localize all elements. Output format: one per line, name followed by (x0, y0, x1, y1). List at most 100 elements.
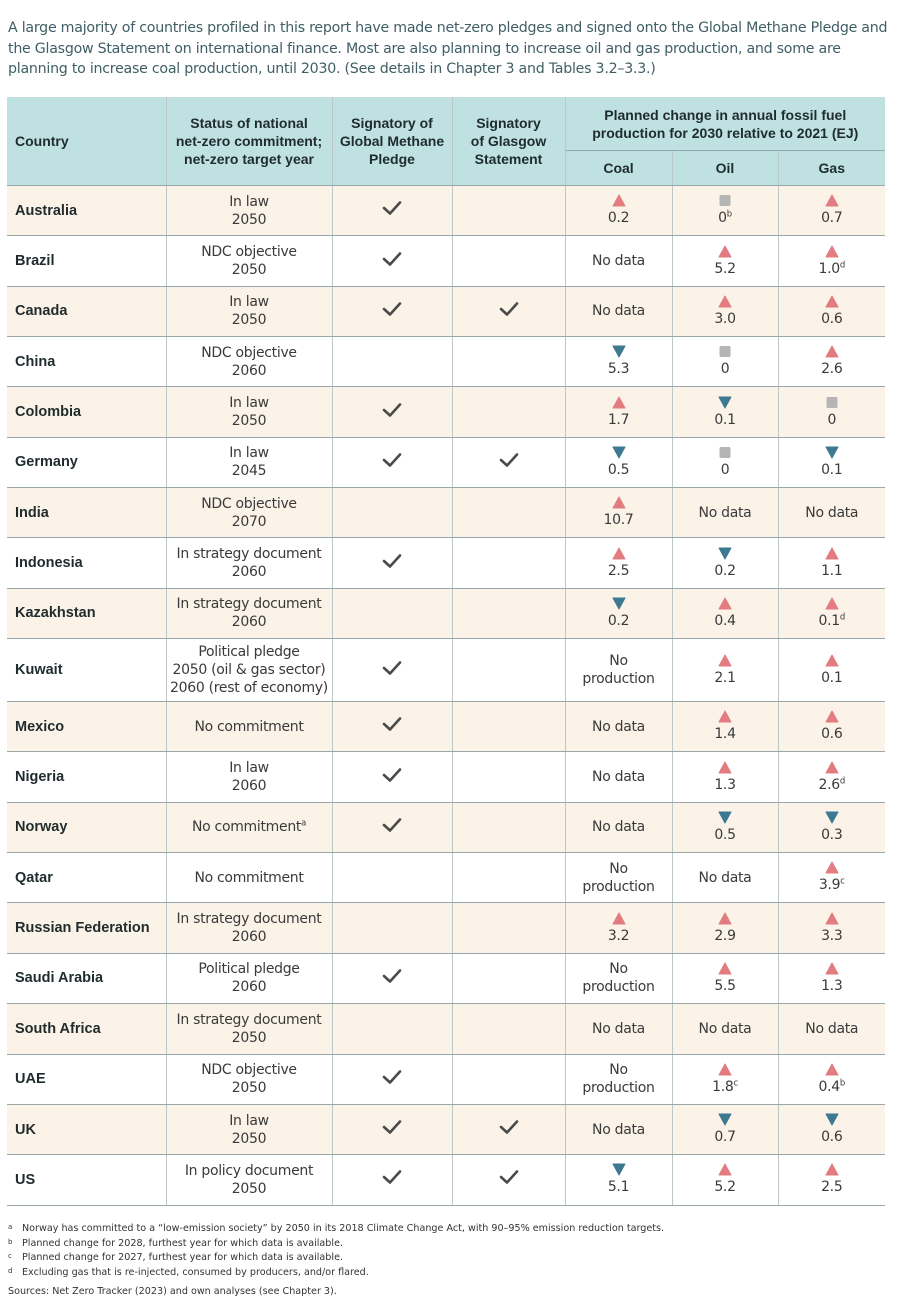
table-row: Canada In law 2050 No data 3.0 0.6 (7, 286, 886, 338)
gas-cell: 0.6 (778, 286, 886, 338)
status-line: 2060 (231, 929, 267, 946)
coal-cell: 0.2 (565, 185, 673, 237)
status-line: 2060 (231, 778, 267, 795)
oil-cell: 0 (672, 437, 779, 489)
gas-value: 2.6 (779, 360, 886, 378)
header-oil: Oil (672, 150, 779, 186)
table-row: Saudi Arabia Political pledge 2060 No produ… (7, 953, 886, 1005)
checkmark-icon (382, 201, 402, 215)
sources-note: Sources: Net Zero Tracker (2023) and own… (8, 1286, 337, 1297)
value-text: 0.6 (821, 310, 843, 327)
coal-value: 3.2 (566, 927, 672, 945)
country-cell: Brazil (7, 235, 167, 287)
oil-value: 0.5 (673, 826, 778, 844)
country-cell: Indonesia (7, 537, 167, 589)
footnote-text: Norway has committed to a “low-emission … (22, 1223, 665, 1234)
value-text: 0.2 (714, 562, 736, 579)
status-line: No commitment (194, 869, 304, 886)
status-line: In strategy document (176, 596, 322, 613)
value-text: 1.1 (821, 562, 843, 579)
decrease-triangle-icon (825, 811, 839, 824)
glasgow-cell (452, 751, 566, 803)
oil-cell: 0.1 (672, 386, 779, 438)
status-cell: In law 2050 (166, 1104, 333, 1156)
methane-cell (332, 638, 453, 703)
value-text: No data (592, 253, 645, 270)
increase-triangle-icon (825, 861, 839, 874)
footnote: a Norway has committed to a “low-emission… (8, 1222, 893, 1237)
oil-value: 0b (673, 209, 778, 227)
increase-triangle-icon (825, 345, 839, 358)
status-line: 2060 (231, 564, 267, 581)
checkmark-icon (499, 1170, 518, 1185)
value-text: 2.6 (821, 361, 843, 378)
coal-cell: No production (565, 953, 673, 1005)
status-line: Political pledge (198, 644, 300, 661)
status-cell: NDC objective 2050 (166, 1054, 333, 1105)
gas-cell: 0.7 (778, 185, 886, 237)
oil-cell: 0.4 (672, 588, 779, 640)
footnote-mark: d (839, 259, 845, 270)
country-cell: US (7, 1154, 167, 1206)
checkmark-icon (382, 818, 402, 832)
methane-cell (332, 701, 453, 753)
value-text: 0.6 (821, 726, 843, 743)
status-line: No commitment (191, 819, 302, 836)
coal-value: 2.5 (566, 562, 672, 580)
checkmark-icon (382, 717, 402, 732)
increase-triangle-icon (718, 1063, 732, 1076)
value-text: 0 (720, 361, 730, 378)
coal-cell: No data (565, 286, 673, 338)
oil-value: 0.4 (673, 612, 778, 630)
checkmark-icon (382, 251, 402, 266)
increase-triangle-icon (718, 912, 732, 925)
status-line: 2050 (231, 211, 267, 228)
country-cell: Russian Federation (7, 902, 167, 954)
value-text: No data (698, 504, 752, 521)
oil-value: 5.2 (673, 1178, 778, 1196)
footnote-list: a Norway has committed to a “low-emission… (8, 1222, 893, 1280)
value-text: 0.5 (714, 826, 736, 843)
value-text: No data (698, 1020, 752, 1037)
table-row: UAE NDC objective 2050 No production 1.8c 0.4… (7, 1054, 886, 1105)
gas-cell: 0.6 (778, 1104, 886, 1156)
status-line: 2050 (231, 1029, 267, 1046)
decrease-triangle-icon (718, 547, 732, 560)
status-line: In strategy document (176, 546, 322, 563)
table-row: Australia In law 2050 0.2 0b 0.7 (7, 185, 886, 237)
country-cell: Nigeria (7, 751, 167, 803)
checkmark-icon (382, 453, 402, 467)
status-line: NDC objective (201, 495, 297, 512)
coal-cell: No data (565, 1003, 673, 1055)
gas-value: 0.7 (779, 209, 886, 227)
gas-cell: 2.5 (778, 1154, 886, 1206)
methane-cell (332, 235, 453, 287)
oil-value: 0 (673, 461, 778, 479)
gas-value: 0.1d (779, 612, 886, 630)
coal-value: 10.7 (566, 511, 672, 529)
status-cell: In strategy document 2050 (166, 1003, 333, 1055)
value-text: 5.1 (607, 1179, 630, 1196)
value-text: No data (592, 769, 645, 786)
increase-triangle-icon (825, 962, 839, 975)
increase-triangle-icon (718, 295, 732, 308)
increase-triangle-icon (825, 654, 839, 667)
oil-value: 1.3 (673, 776, 778, 794)
gas-value: 1.1 (779, 562, 886, 580)
status-line: 2070 (231, 513, 267, 530)
status-cell: Political pledge 2060 (166, 953, 333, 1005)
footnote-mark: b (8, 1237, 13, 1246)
methane-cell (332, 1154, 453, 1206)
value-text: 2.6 (818, 776, 841, 793)
gas-value: 2.6d (779, 776, 886, 794)
value-text: No production (582, 653, 655, 688)
oil-cell: 0b (672, 185, 779, 237)
glasgow-cell (452, 1054, 566, 1105)
glasgow-cell (452, 286, 566, 338)
coal-cell: 2.5 (565, 537, 673, 589)
coal-value: No data (592, 769, 645, 785)
footnote-mark: d (839, 612, 845, 623)
value-text: No data (592, 1121, 645, 1138)
header-status: Status of national net-zero commitment; … (166, 97, 333, 186)
coal-value: No production (579, 653, 659, 687)
